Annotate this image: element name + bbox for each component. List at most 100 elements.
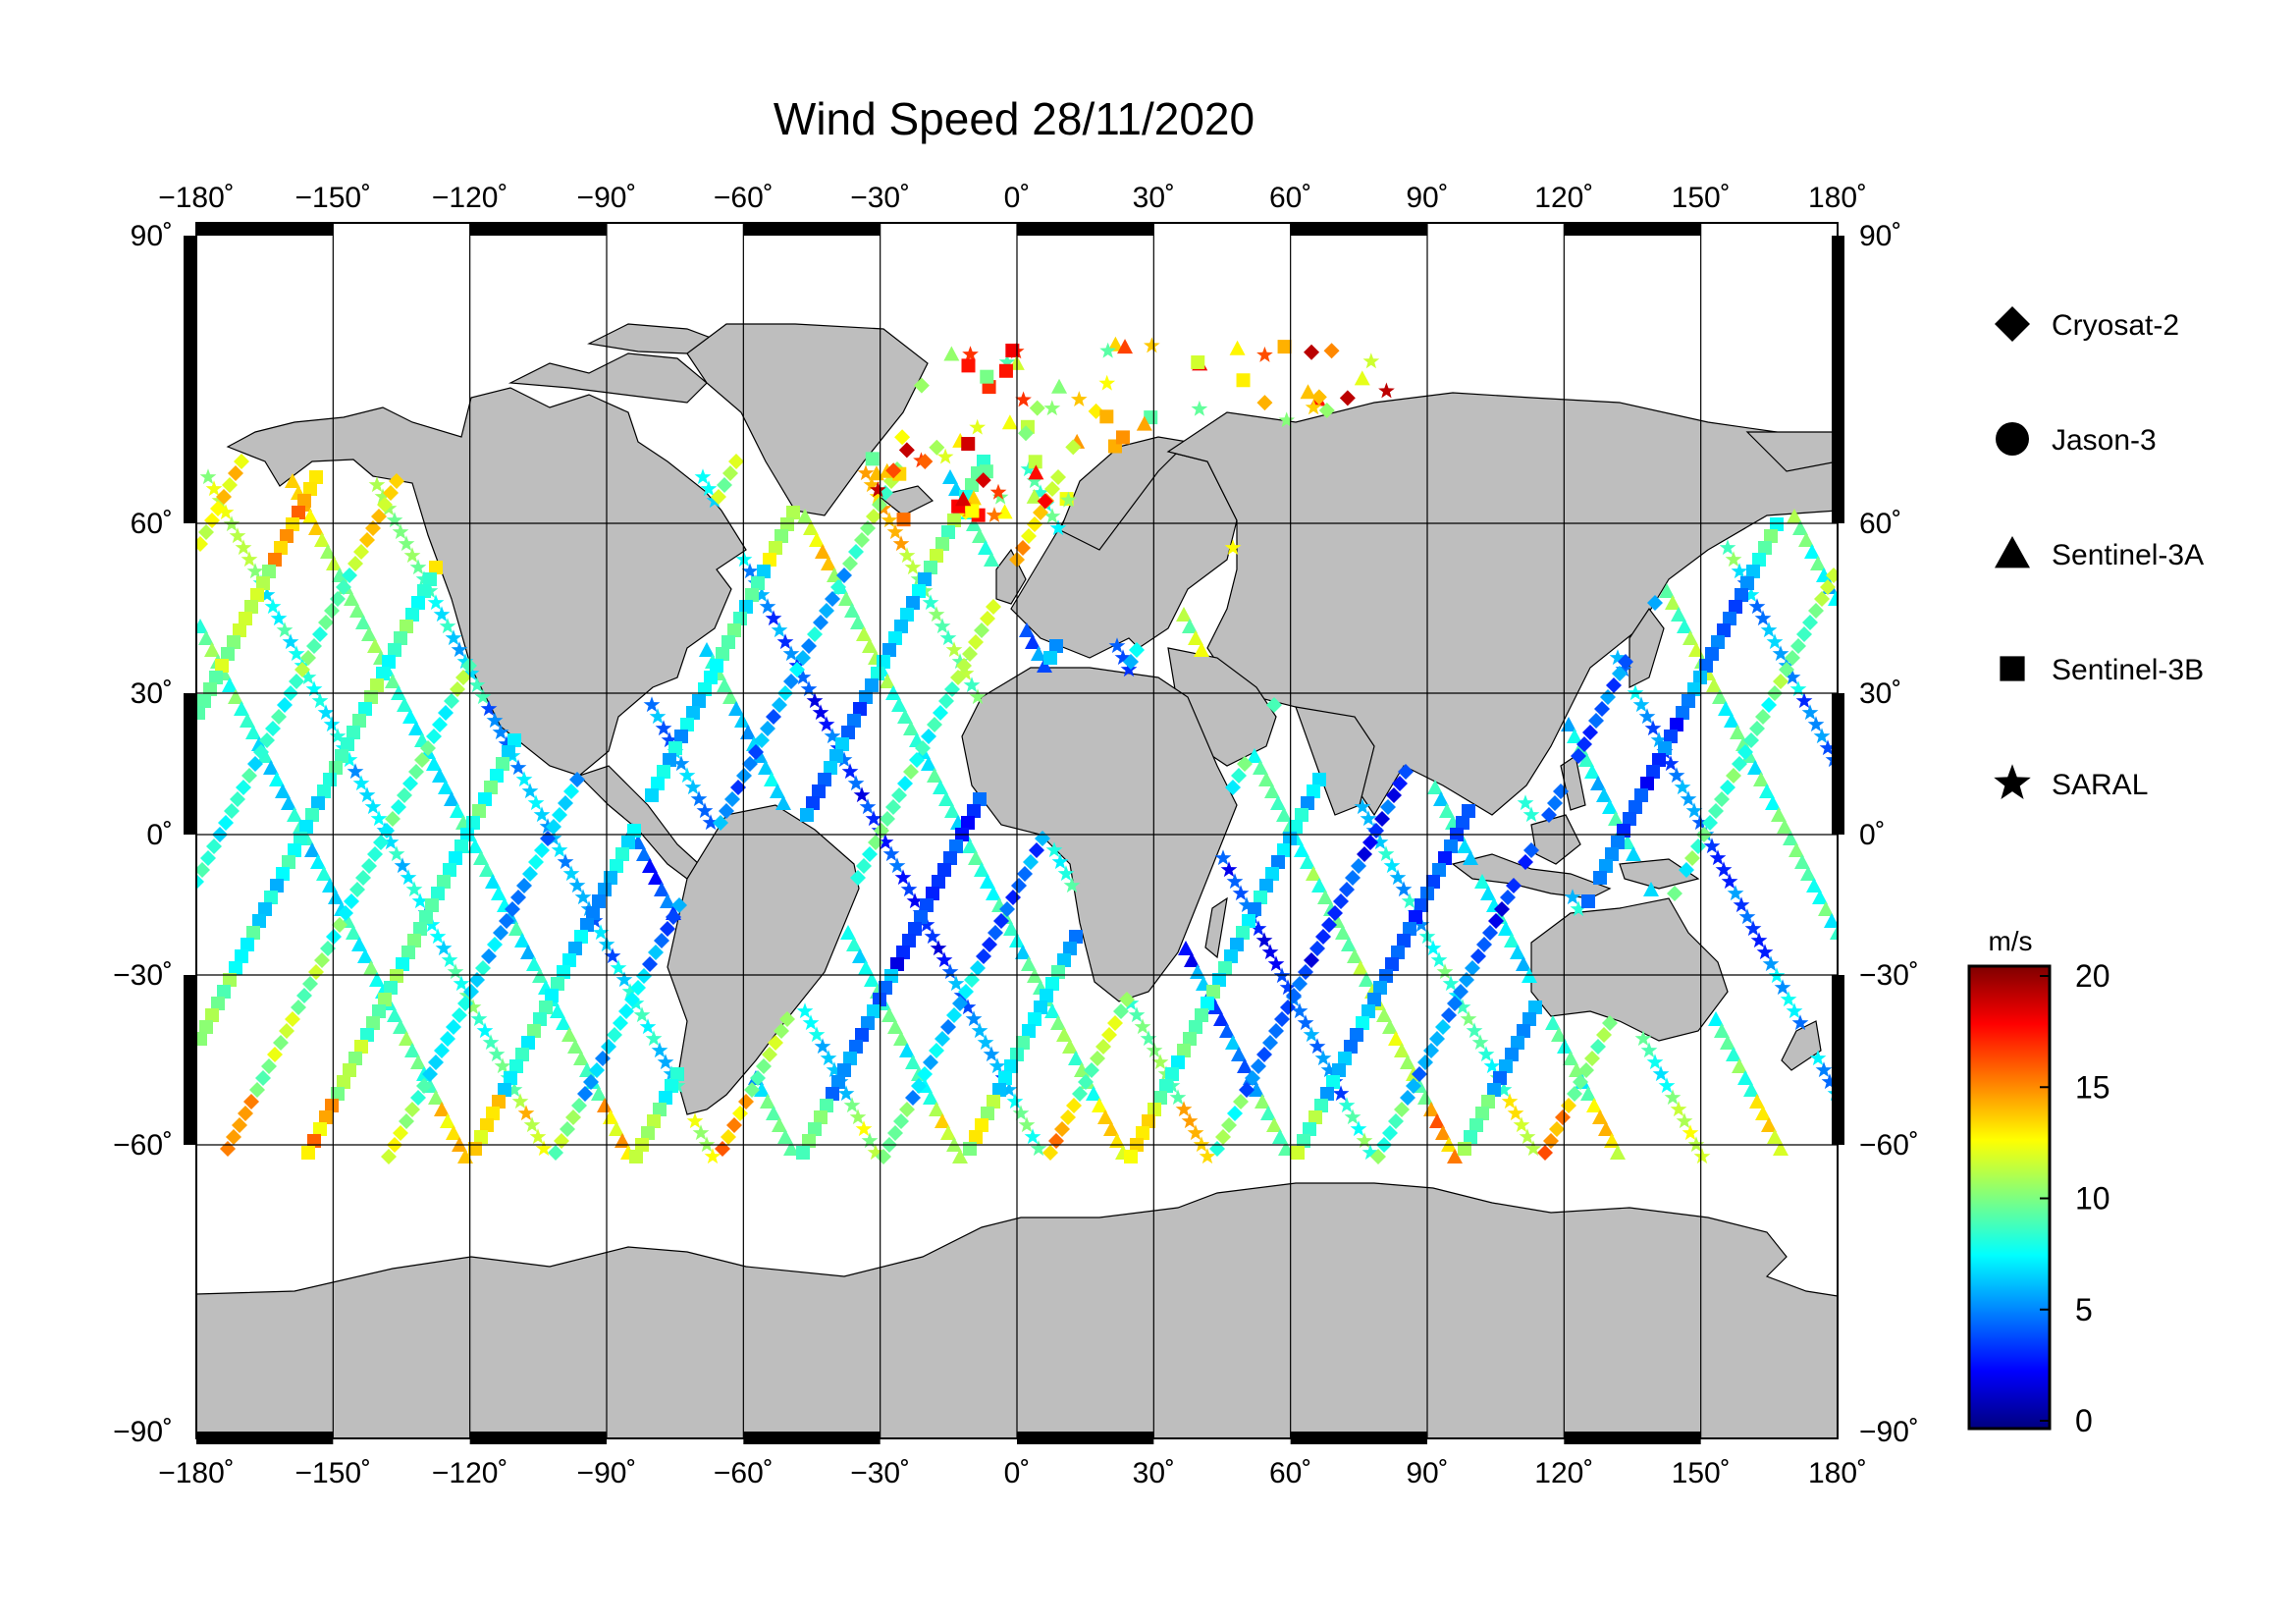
longitude-tick-label: 180˚: [1808, 1457, 1867, 1489]
legend-item-saral: SARAL: [1994, 764, 2148, 801]
longitude-tick-label: 180˚: [1808, 182, 1867, 214]
wind-speed-colorbar: m/s 20 15 10 5 0: [1967, 926, 2110, 1438]
longitude-labels-top: −180˚ −150˚ −120˚ −90˚ −60˚ −30˚ 0˚ 30˚ 60˚ 90˚ 12…: [158, 182, 1867, 214]
frame-bar-left: [184, 693, 196, 835]
frame-bar-top: [196, 223, 334, 236]
frame-bar-top: [1017, 223, 1154, 236]
colorbar-unit-label: m/s: [1988, 926, 2032, 956]
colorbar-tick-label: 15: [2075, 1069, 2110, 1105]
longitude-tick-label: 60˚: [1269, 1457, 1311, 1489]
longitude-tick-label: −60˚: [714, 1457, 774, 1489]
land-chukotka: [1745, 431, 1838, 472]
latitude-tick-label: 90˚: [131, 220, 173, 252]
legend-symbol-circle: [1996, 422, 2029, 456]
land-new-guinea: [1619, 858, 1700, 890]
latitude-tick-label: −30˚: [113, 959, 173, 992]
legend-symbol-square: [2000, 656, 2025, 681]
latitude-tick-label: 0˚: [146, 819, 173, 851]
latitude-labels-left: 90˚ 60˚ 30˚ 0˚ −30˚ −60˚ −90˚: [113, 220, 173, 1448]
graticule: [196, 223, 1838, 1438]
longitude-tick-label: −30˚: [850, 182, 910, 214]
longitude-tick-label: −120˚: [432, 182, 508, 214]
longitude-tick-label: 30˚: [1133, 1457, 1175, 1489]
legend-label: Jason-3: [2052, 424, 2157, 457]
land-uk: [995, 548, 1027, 605]
latitude-tick-label: 30˚: [1859, 677, 1901, 710]
latitude-tick-label: 90˚: [1859, 220, 1901, 252]
land-greenland: [686, 323, 929, 516]
legend-label: Sentinel-3A: [2052, 539, 2204, 571]
satellite-track-swaths: [196, 336, 1838, 1164]
colorbar-tick-label: 10: [2075, 1181, 2110, 1217]
latitude-tick-label: −60˚: [113, 1129, 173, 1162]
longitude-tick-label: 150˚: [1672, 182, 1731, 214]
latitude-tick-label: −90˚: [1859, 1416, 1919, 1448]
latitude-tick-label: −30˚: [1859, 959, 1919, 992]
colorbar-tick-label: 0: [2075, 1403, 2093, 1438]
land-madagascar: [1204, 896, 1228, 959]
longitude-tick-label: −60˚: [714, 182, 774, 214]
latitude-tick-label: 60˚: [131, 508, 173, 540]
frame-bar-bottom: [1290, 1432, 1427, 1444]
longitude-tick-label: 90˚: [1406, 1457, 1448, 1489]
latitude-tick-label: −90˚: [113, 1416, 173, 1448]
land-australia: [1530, 897, 1729, 1042]
colorbar-gradient: [1967, 964, 2052, 1431]
longitude-tick-label: −90˚: [577, 182, 637, 214]
frame-bar-top: [743, 223, 881, 236]
frame-bar-left: [184, 236, 196, 523]
longitude-tick-label: −180˚: [158, 182, 235, 214]
latitude-tick-label: 0˚: [1859, 819, 1886, 851]
legend-symbol-star: [1994, 764, 2031, 799]
longitude-tick-label: −120˚: [432, 1457, 508, 1489]
land-new-zealand: [1781, 1020, 1822, 1071]
longitude-tick-label: 150˚: [1672, 1457, 1731, 1489]
longitude-tick-label: 0˚: [1004, 1457, 1031, 1489]
longitude-tick-label: 120˚: [1534, 182, 1593, 214]
frame-bar-bottom: [1017, 1432, 1154, 1444]
longitude-tick-label: 90˚: [1406, 182, 1448, 214]
frame-bar-left: [184, 975, 196, 1145]
longitude-tick-label: −90˚: [577, 1457, 637, 1489]
latitude-tick-label: 30˚: [131, 677, 173, 710]
longitude-tick-label: −150˚: [295, 182, 372, 214]
latitude-tick-label: −60˚: [1859, 1129, 1919, 1162]
colorbar-tick-label: 20: [2075, 958, 2110, 994]
land-north-america: [226, 387, 747, 777]
land-philippines: [1560, 755, 1586, 811]
legend-symbol-diamond: [1995, 306, 2030, 342]
legend-label: Sentinel-3B: [2052, 654, 2204, 686]
legend-item-sentinel-3b: Sentinel-3B: [2000, 654, 2204, 686]
frame-bar-bottom: [196, 1432, 334, 1444]
longitude-tick-label: 60˚: [1269, 182, 1311, 214]
longitude-labels-bottom: −180˚ −150˚ −120˚ −90˚ −60˚ −30˚ 0˚ 30˚ 60˚ 90˚ 12…: [158, 1457, 1867, 1489]
frame-bar-right: [1832, 693, 1844, 835]
land-indonesia: [1451, 853, 1612, 899]
legend-item-cryosat-2: Cryosat-2: [1995, 306, 2179, 342]
legend-symbol-triangle: [1995, 536, 2030, 568]
colorbar-tick-label: 5: [2075, 1292, 2093, 1327]
latitude-labels-right: 90˚ 60˚ 30˚ 0˚ −30˚ −60˚ −90˚: [1859, 220, 1919, 1448]
longitude-tick-label: −30˚: [850, 1457, 910, 1489]
legend-item-sentinel-3a: Sentinel-3A: [1995, 536, 2204, 571]
frame-bar-top: [1290, 223, 1427, 236]
frame-bar-right: [1832, 236, 1844, 523]
frame-bar-top: [1564, 223, 1701, 236]
satellite-legend: Cryosat-2 Jason-3 Sentinel-3A Sentinel-3B SA…: [1994, 306, 2204, 801]
legend-label: SARAL: [2052, 769, 2148, 801]
legend-label: Cryosat-2: [2052, 309, 2179, 342]
map-frame-checker-border: [184, 223, 1844, 1444]
longitude-tick-label: 120˚: [1534, 1457, 1593, 1489]
frame-bar-right: [1832, 975, 1844, 1145]
map-title: Wind Speed 28/11/2020: [774, 93, 1255, 144]
frame-bar-bottom: [1564, 1432, 1701, 1444]
longitude-tick-label: 0˚: [1004, 182, 1031, 214]
frame-bar-bottom: [743, 1432, 881, 1444]
longitude-tick-label: −180˚: [158, 1457, 235, 1489]
longitude-tick-label: −150˚: [295, 1457, 372, 1489]
colorbar-ticks: 20 15 10 5 0: [2040, 958, 2110, 1438]
frame-bar-bottom: [469, 1432, 607, 1444]
land-japan: [1629, 607, 1665, 688]
frame-bar-top: [469, 223, 607, 236]
